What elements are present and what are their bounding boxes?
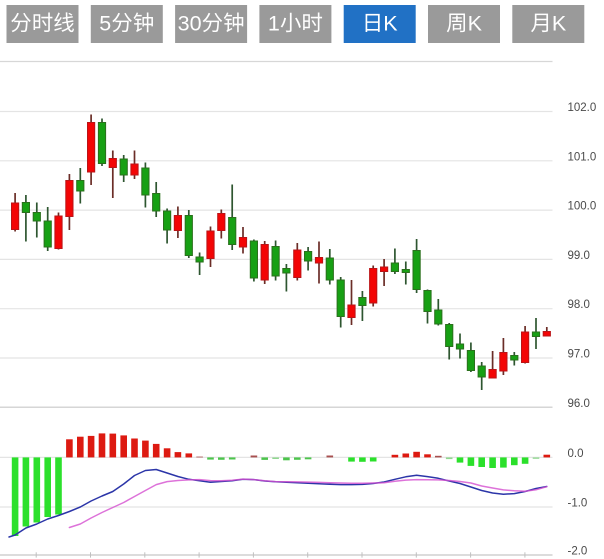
svg-text:98.0: 98.0: [568, 299, 590, 311]
svg-text:101.0: 101.0: [568, 151, 597, 163]
svg-text:-2.0: -2.0: [568, 546, 588, 558]
svg-text:1: 1: [268, 12, 280, 36]
svg-text:5: 5: [99, 12, 111, 36]
svg-text:-1.0: -1.0: [568, 498, 588, 510]
svg-text:0: 0: [190, 12, 202, 36]
svg-text:102.0: 102.0: [568, 102, 597, 114]
svg-text:3: 3: [178, 12, 190, 36]
svg-text:96.0: 96.0: [568, 398, 590, 410]
svg-text:K: K: [383, 12, 398, 36]
svg-text:100.0: 100.0: [568, 201, 597, 213]
svg-text:K: K: [468, 12, 483, 36]
svg-text:97.0: 97.0: [568, 349, 590, 361]
svg-text:0.0: 0.0: [568, 448, 584, 460]
svg-text:K: K: [552, 12, 567, 36]
svg-text:99.0: 99.0: [568, 250, 590, 262]
